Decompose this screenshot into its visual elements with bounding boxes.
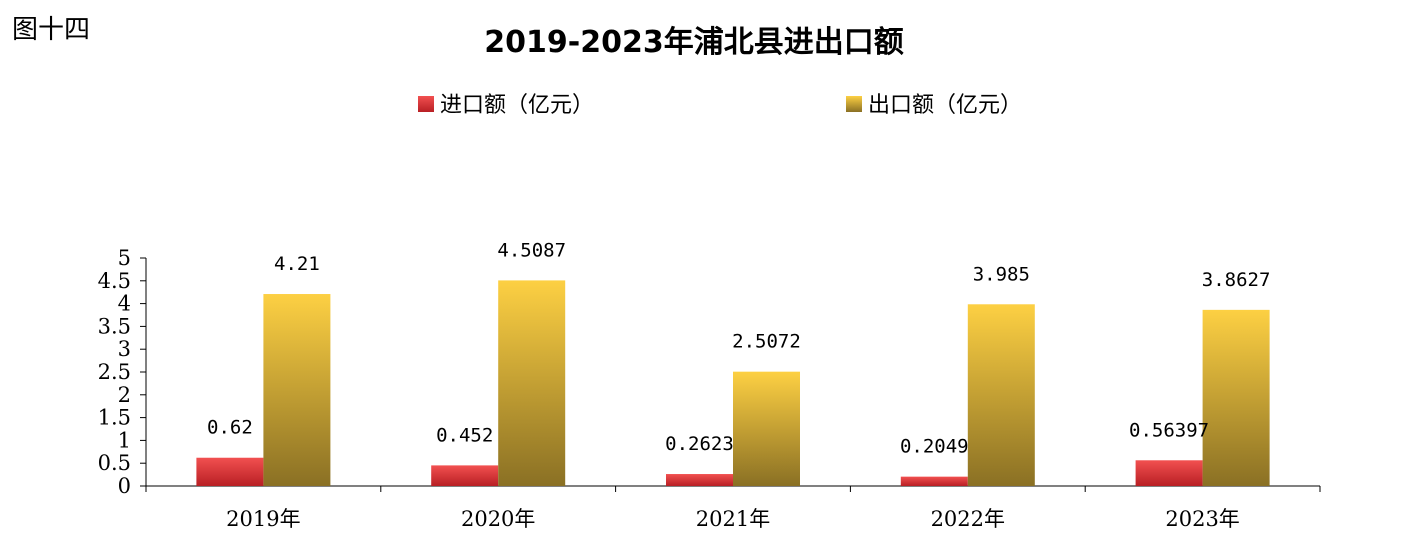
legend-label-import: 进口额（亿元）	[440, 93, 594, 118]
legend: 进口额（亿元） 出口额（亿元）	[418, 93, 1022, 118]
x-tick-label: 2022年	[931, 507, 1005, 531]
data-label-export: 4.21	[274, 253, 320, 275]
legend-swatch-export	[846, 96, 862, 112]
bar-import	[431, 465, 499, 486]
data-label-export: 3.8627	[1202, 269, 1271, 291]
data-label-import: 0.2049	[900, 436, 969, 458]
y-tick-label: 5	[118, 246, 131, 270]
bar-export	[498, 280, 566, 486]
y-tick-label: 3.5	[98, 314, 131, 338]
bar-export	[263, 294, 331, 486]
data-label-export: 2.5072	[732, 331, 801, 353]
y-tick-label: 3	[118, 337, 131, 361]
chart-title: 2019-2023年浦北县进出口额	[484, 25, 903, 60]
bar-export	[967, 304, 1035, 486]
y-tick-label: 2	[118, 383, 131, 407]
x-tick-label: 2021年	[696, 507, 770, 531]
figure-label: 图十四	[12, 15, 90, 45]
data-label-export: 3.985	[973, 263, 1030, 285]
x-tick-label: 2023年	[1165, 507, 1239, 531]
y-tick-label: 1.5	[98, 406, 131, 430]
y-tick-label: 4.5	[98, 269, 131, 293]
data-label-import: 0.62	[207, 417, 253, 439]
data-label-export: 4.5087	[497, 239, 566, 261]
x-tick-label: 2019年	[226, 507, 300, 531]
y-tick-label: 1	[118, 428, 131, 452]
data-label-import: 0.56397	[1129, 419, 1209, 441]
bar-import	[666, 474, 733, 486]
y-ticks: 00.511.522.533.544.55	[98, 246, 146, 498]
y-tick-label: 0.5	[98, 451, 131, 475]
legend-label-export: 出口额（亿元）	[868, 93, 1022, 118]
bar-import	[196, 457, 264, 486]
y-tick-label: 0	[118, 474, 131, 498]
bars	[196, 280, 1270, 486]
bar-import	[900, 476, 968, 486]
data-label-import: 0.2623	[665, 433, 734, 455]
bar-export	[1202, 309, 1270, 486]
data-labels: 0.62 0.452 0.2623 0.2049 0.56397 4.21 4.5087 2.…	[207, 239, 1270, 457]
y-tick-label: 2.5	[98, 360, 131, 384]
bar-import	[1135, 460, 1203, 486]
y-tick-label: 4	[118, 292, 131, 316]
x-tick-label: 2020年	[461, 507, 535, 531]
legend-swatch-import	[418, 96, 434, 112]
x-ticks: 2019年 2020年 2021年 2022年 2023年	[145, 486, 1321, 531]
bar-export	[733, 371, 800, 486]
data-label-import: 0.452	[436, 424, 493, 446]
